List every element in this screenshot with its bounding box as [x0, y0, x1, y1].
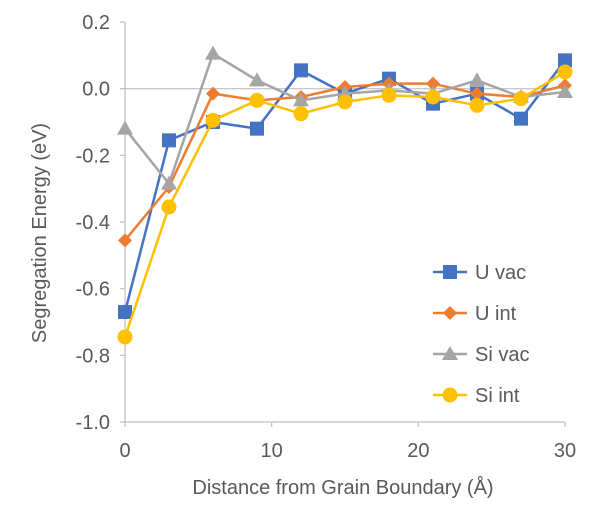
legend-item-u-vac: U vac [433, 262, 526, 284]
data-point-si-vac [249, 72, 265, 87]
data-point-si-int [205, 112, 221, 128]
x-axis-title: Distance from Grain Boundary (Å) [192, 476, 493, 499]
legend-label: Si int [475, 385, 520, 407]
y-tick-label: -0.6 [76, 279, 110, 301]
data-point-u-vac [162, 133, 176, 148]
legend-item-si-int: Si int [433, 385, 520, 407]
legend-label: U int [475, 303, 517, 325]
series-line-si-int [123, 70, 566, 338]
legend-label: U vac [475, 262, 526, 284]
data-point-si-int [469, 97, 485, 113]
data-point-si-int [337, 94, 353, 110]
data-point-u-int [206, 86, 220, 101]
legend-item-si-vac: Si vac [433, 344, 529, 366]
data-point-si-int [249, 92, 265, 108]
legend-swatch-marker [443, 306, 457, 320]
x-tick-label: 0 [119, 440, 130, 462]
data-point-u-vac [118, 305, 132, 319]
y-tick-label: -0.2 [76, 145, 110, 167]
data-point-si-int [425, 89, 441, 105]
data-point-si-vac [117, 120, 133, 135]
legend: U vac U int Si vac Si int [433, 262, 529, 407]
data-point-si-vac [161, 175, 177, 190]
series-si-vac [117, 45, 573, 190]
legend-label: Si vac [475, 344, 529, 366]
axes [120, 21, 566, 427]
data-point-u-vac [294, 63, 308, 78]
data-point-si-int [557, 64, 573, 80]
y-tick-label: -1.0 [76, 412, 110, 434]
y-tick-label: 0.0 [82, 79, 110, 101]
legend-swatch-marker [443, 265, 457, 279]
x-tick-label: 20 [407, 440, 429, 462]
data-point-si-vac [469, 72, 485, 87]
data-point-si-int [293, 106, 309, 122]
data-point-si-int [381, 87, 397, 103]
data-point-si-int [513, 91, 529, 107]
data-point-u-vac [558, 53, 572, 68]
x-tick-label: 30 [554, 440, 576, 462]
y-axis-title: Segregation Energy (eV) [29, 123, 51, 343]
data-point-u-int [426, 76, 440, 91]
data-point-si-int [117, 329, 133, 345]
data-point-u-vac [514, 111, 528, 126]
data-point-si-vac [293, 92, 309, 107]
data-point-u-vac [250, 121, 264, 136]
legend-swatch-marker [442, 346, 458, 360]
x-tick-label: 10 [261, 440, 283, 462]
y-tick-label: -0.8 [76, 345, 110, 367]
tick-labels: -1.0 -0.8 -0.6 -0.4 -0.2 0.0 0.2 0 10 20 30 [76, 12, 577, 462]
data-point-u-int [118, 233, 132, 248]
series-si-int [117, 64, 573, 345]
data-point-u-int [470, 86, 484, 101]
y-tick-label: -0.4 [76, 212, 110, 234]
data-point-si-int [161, 199, 177, 215]
legend-item-u-int: U int [433, 303, 517, 325]
legend-swatch-marker [442, 387, 458, 403]
y-tick-label: 0.2 [82, 12, 110, 34]
series-layer [117, 45, 573, 345]
data-point-si-vac [557, 84, 573, 98]
data-point-si-vac [205, 45, 221, 60]
